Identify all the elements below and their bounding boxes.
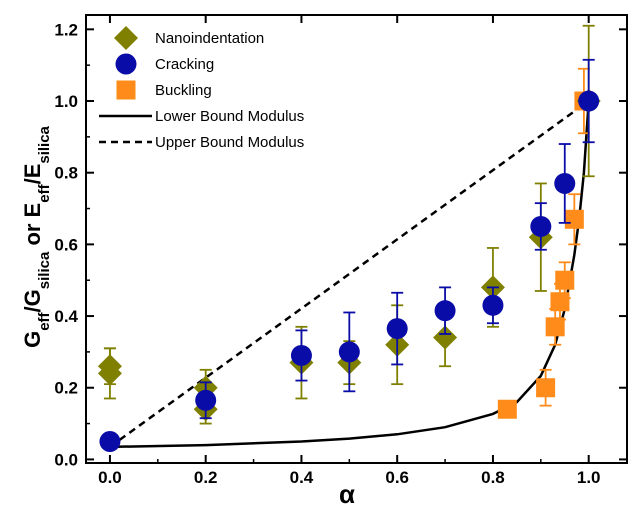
cracking-point xyxy=(99,430,121,452)
axes-layer: 0.0 0.2 0.4 0.6 0.8 1.0 0.0 0.2 0.4 0.6 0.8 1.0 1.2 xyxy=(54,14,628,487)
y-tick-label: 0.0 xyxy=(54,450,78,469)
y-tick-label: 0.4 xyxy=(54,307,78,326)
legend-marker-nanoindentation xyxy=(114,26,138,50)
plot-frame xyxy=(85,14,628,464)
legend-label-upper-bound-modulus: Upper Bound Modulus xyxy=(155,134,304,151)
cracking-point xyxy=(290,344,312,366)
legend-label-buckling: Buckling xyxy=(155,82,212,99)
nanoindentation-point xyxy=(97,361,122,386)
x-tick-label: 0.4 xyxy=(290,468,314,487)
x-tick-label: 0.2 xyxy=(194,468,218,487)
data-layer xyxy=(97,24,601,452)
cracking-point xyxy=(338,341,360,363)
buckling-point xyxy=(564,209,584,229)
legend-label-lower-bound-modulus: Lower Bound Modulus xyxy=(155,108,304,125)
legend: Nanoindentation Cracking Buckling Lower Bou… xyxy=(99,26,304,151)
buckling-point xyxy=(545,317,565,337)
lower-bound-line xyxy=(109,100,590,449)
y-tick-label: 0.8 xyxy=(54,164,78,183)
y-tick-label: 1.0 xyxy=(54,92,78,111)
x-tick-label: 1.0 xyxy=(577,468,601,487)
legend-label-nanoindentation: Nanoindentation xyxy=(155,30,264,47)
buckling-point xyxy=(497,399,517,419)
y-tick-label: 0.2 xyxy=(54,379,78,398)
y-tick-label: 0.6 xyxy=(54,235,78,254)
cracking-point xyxy=(434,300,456,322)
cracking-point xyxy=(578,90,600,112)
cracking-point xyxy=(530,215,552,237)
x-tick-label: 0.0 xyxy=(98,468,122,487)
y-tick-label: 1.2 xyxy=(54,20,78,39)
nanoindentation-point xyxy=(433,325,458,350)
cracking-point xyxy=(195,389,217,411)
x-tick-label: 0.8 xyxy=(481,468,505,487)
buckling-point xyxy=(536,378,556,398)
x-tick-label: 0.6 xyxy=(385,468,409,487)
buckling-point xyxy=(555,270,575,290)
cracking-point xyxy=(482,294,504,316)
legend-label-cracking: Cracking xyxy=(155,56,214,73)
buckling-point xyxy=(550,292,570,312)
cracking-point xyxy=(386,318,408,340)
y-axis-title: Geff/Gsilica or Eeff/Esilica xyxy=(20,125,53,347)
upper-bound-line xyxy=(109,99,590,448)
legend-marker-buckling xyxy=(116,80,136,100)
legend-marker-cracking xyxy=(115,53,137,75)
x-axis-title: α xyxy=(339,479,355,506)
cracking-point xyxy=(554,172,576,194)
